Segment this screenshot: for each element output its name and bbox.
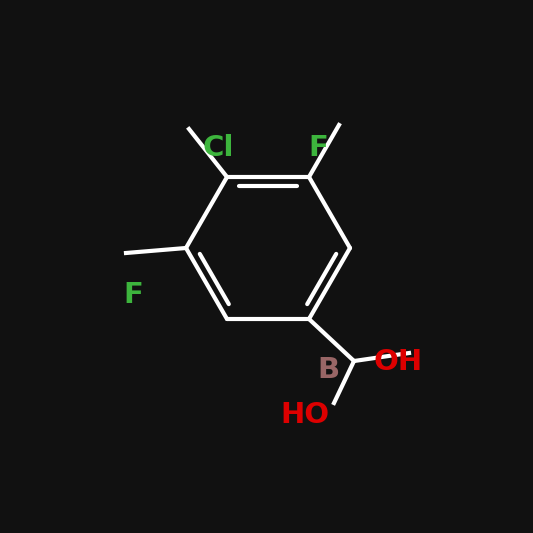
Text: F: F bbox=[308, 134, 328, 162]
Text: OH: OH bbox=[374, 348, 423, 376]
Text: Cl: Cl bbox=[202, 134, 234, 162]
Text: B: B bbox=[317, 356, 339, 384]
Text: F: F bbox=[123, 281, 143, 309]
Text: HO: HO bbox=[280, 401, 329, 429]
